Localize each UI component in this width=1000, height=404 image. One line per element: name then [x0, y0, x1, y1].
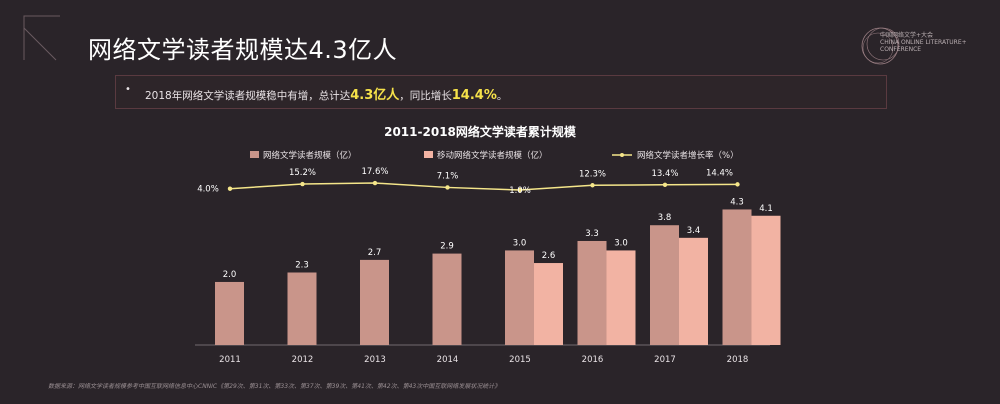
growth-point-2013	[372, 180, 378, 186]
bar-label-mobile-2016: 3.0	[614, 238, 628, 248]
logo-line-1: 中国网络文学+大会	[880, 32, 934, 39]
growth-rate-line	[229, 182, 738, 191]
bar-reader-2014	[432, 253, 462, 345]
growth-point-2018	[735, 182, 740, 187]
logo-text: 中国网络文学+大会 CHINA ONLINE LITERATURE+ CONFE…	[880, 32, 970, 53]
summary-box	[115, 75, 887, 109]
growth-point-2015	[517, 187, 523, 193]
growth-label-2015: 1.0%	[509, 186, 531, 196]
bar-reader-2017	[650, 225, 679, 345]
summary-middle: ，同比增长	[399, 90, 452, 102]
x-tick-2014: 2014	[437, 355, 459, 365]
bar-label-reader-2017: 3.8	[658, 213, 672, 223]
growth-label-2017: 13.4%	[651, 169, 678, 179]
summary-value-readers: 4.3亿人	[350, 88, 400, 103]
bar-reader-2013	[360, 259, 389, 345]
x-tick-2013: 2013	[364, 355, 386, 365]
logo-line-2: CHINA ONLINE LITERATURE+	[880, 39, 967, 46]
legend-label-growth: 网络文学读者增长率（%）	[637, 150, 739, 161]
growth-line-group: 4.0% 15.2% 17.6% 7.1% 1.0% 12.3% 13.4% 14.4%	[197, 167, 740, 196]
bar-label-mobile-2017: 3.4	[687, 226, 701, 236]
legend-line-marker	[620, 153, 624, 157]
legend-label-series1: 网络文学读者规模（亿）	[263, 150, 357, 161]
bar-mobile-2018	[751, 215, 781, 345]
growth-label-2018: 14.4%	[706, 168, 733, 178]
legend-label-series2: 移动网络文学读者规模（亿）	[437, 150, 548, 161]
x-tick-2011: 2011	[219, 355, 241, 365]
x-tick-labels: 2011 2012 2013 2014 2015 2016 2017 2018	[219, 355, 748, 365]
bar-label-reader-2011: 2.0	[223, 270, 237, 280]
summary-value-growth: 14.4%	[451, 88, 497, 103]
bar-reader-2012	[287, 272, 317, 345]
x-tick-2017: 2017	[654, 355, 676, 365]
bar-reader-2018	[722, 209, 752, 345]
chart-title: 2011-2018网络文学读者累计规模	[384, 124, 577, 139]
summary-prefix: 2018年网络文学读者规模稳中有增，总计达	[145, 90, 351, 102]
x-tick-2015: 2015	[509, 355, 531, 365]
summary-bullet: •	[125, 84, 131, 95]
legend: 网络文学读者规模（亿） 移动网络文学读者规模（亿） 网络文学读者增长率（%）	[250, 150, 739, 161]
growth-point-2012	[300, 181, 305, 187]
bars-group: 2.0 2.3 2.7 2.9 3.0 2.6 3.3 3.0 3.8 3.4 4.3 4.1	[215, 197, 781, 345]
bar-label-reader-2013: 2.7	[368, 248, 382, 258]
growth-point-2017	[662, 182, 668, 187]
summary-suffix: 。	[496, 90, 508, 102]
growth-point-2014	[445, 185, 450, 190]
growth-label-2014: 7.1%	[437, 171, 459, 181]
growth-label-2016: 12.3%	[579, 169, 606, 179]
bar-mobile-2015	[534, 263, 563, 345]
bar-label-mobile-2015: 2.6	[542, 251, 556, 261]
bar-label-reader-2014: 2.9	[440, 242, 454, 252]
bar-reader-2016	[577, 240, 607, 345]
summary-text: 2018年网络文学读者规模稳中有增，总计达4.3亿人，同比增长14.4%。	[145, 84, 507, 103]
bar-label-reader-2018: 4.3	[730, 197, 744, 207]
growth-point-2011	[227, 186, 233, 191]
conference-logo	[858, 20, 978, 76]
bar-label-mobile-2018: 4.1	[759, 204, 773, 214]
x-tick-2012: 2012	[292, 355, 314, 365]
bar-label-reader-2015: 3.0	[513, 238, 527, 248]
growth-point-2016	[590, 183, 595, 188]
bar-mobile-2016	[606, 250, 636, 345]
bar-reader-2011	[215, 281, 244, 345]
bar-label-reader-2012: 2.3	[295, 261, 309, 271]
growth-label-2011: 4.0%	[197, 185, 219, 195]
page-title: 网络文学读者规模达4.3亿人	[88, 36, 398, 64]
logo-line-3: CONFERENCE	[880, 46, 922, 53]
x-tick-2018: 2018	[727, 355, 749, 365]
growth-label-2013: 17.6%	[361, 167, 388, 177]
bar-mobile-2017	[679, 237, 708, 345]
bar-reader-2015	[505, 250, 534, 345]
data-source-note: 数据来源：网络文学读者规模参考中国互联网络信息中心CNNIC《第29次、第31次…	[48, 383, 501, 390]
legend-swatch-series1	[250, 151, 259, 158]
growth-label-2012: 15.2%	[289, 168, 316, 178]
bar-label-reader-2016: 3.3	[585, 229, 599, 239]
legend-swatch-series2	[424, 151, 433, 158]
x-tick-2016: 2016	[582, 355, 604, 365]
